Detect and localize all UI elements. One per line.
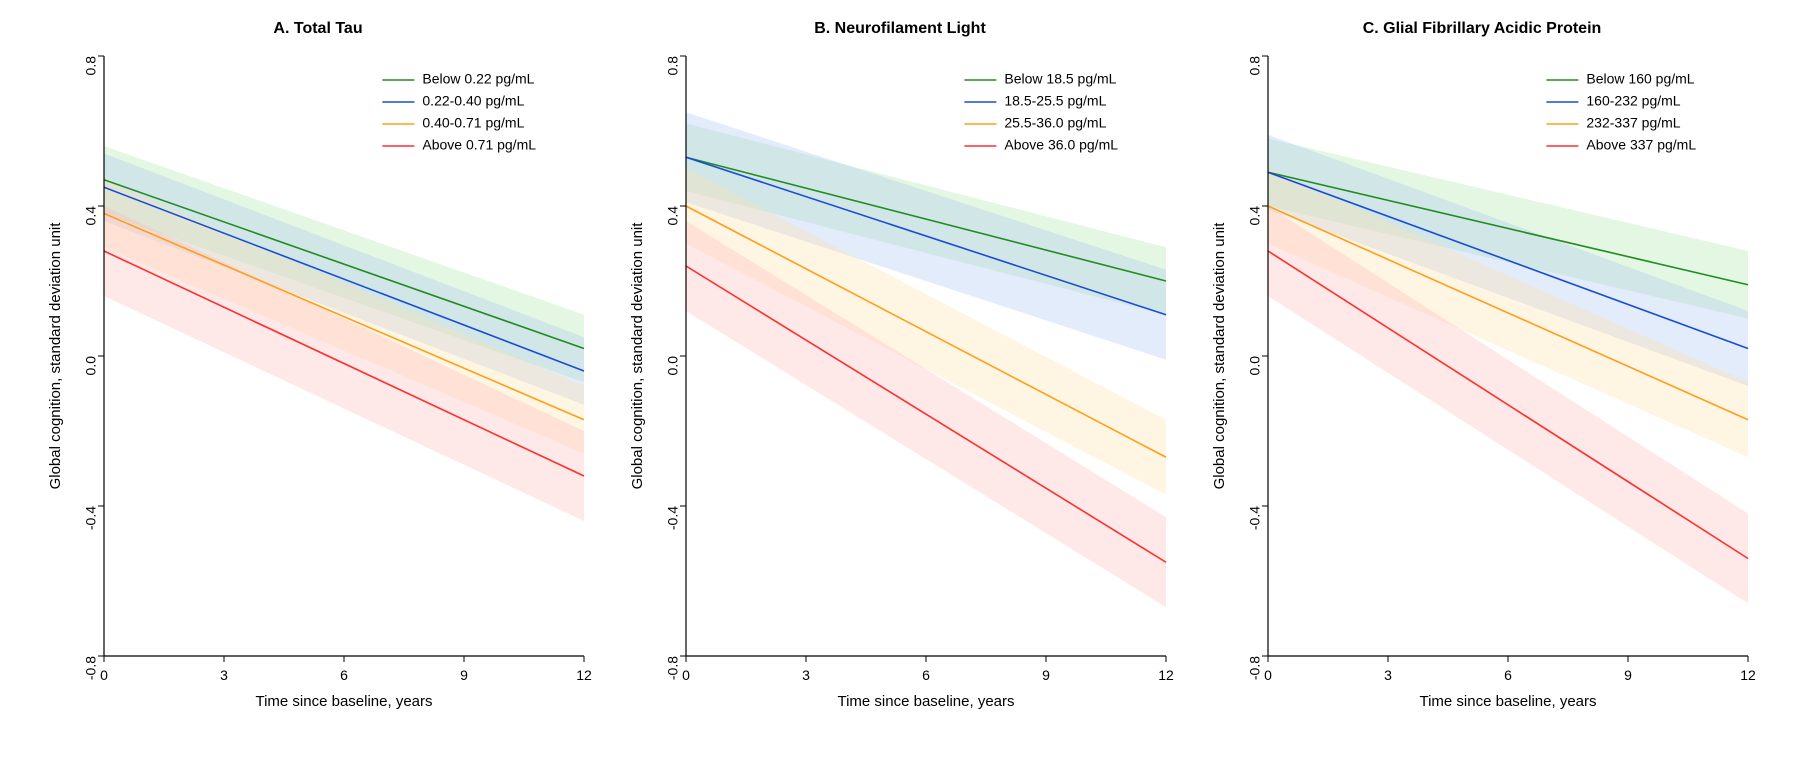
x-tick-label: 12 (1740, 667, 1756, 683)
y-tick-label: -0.8 (665, 656, 681, 680)
y-axis-label: Global cognition, standard deviation uni… (47, 222, 64, 490)
y-tick-label: 0.0 (83, 356, 99, 376)
y-tick-label: 0.8 (1247, 56, 1263, 76)
x-tick-label: 0 (682, 667, 690, 683)
x-tick-label: 6 (340, 667, 348, 683)
x-tick-label: 12 (576, 667, 592, 683)
x-axis-label: Time since baseline, years (1419, 693, 1596, 710)
y-tick-label: 0.0 (665, 356, 681, 376)
legend-label: Below 18.5 pg/mL (1004, 71, 1116, 87)
panel-b: B. Neurofilament Light036912-0.8-0.40.00… (624, 20, 1176, 718)
y-tick-label: 0.8 (665, 56, 681, 76)
x-tick-label: 9 (1042, 667, 1050, 683)
panel-title: A. Total Tau (273, 20, 362, 38)
x-tick-label: 0 (100, 667, 108, 683)
panel-c: C. Glial Fibrillary Acidic Protein 0 3 6 9 12… (1206, 20, 1758, 718)
x-tick-label: 6 (922, 667, 930, 683)
panel-title: C. Glial Fibrillary Acidic Protein (1363, 20, 1602, 38)
y-tick-label: 0.4 (1247, 206, 1263, 226)
legend-label: Above 36.0 pg/mL (1004, 137, 1118, 153)
legend-label: 18.5-25.5 pg/mL (1004, 93, 1106, 109)
legend-label: 232-337 pg/mL (1586, 115, 1680, 131)
x-tick-label: 3 (802, 667, 810, 683)
y-tick-label: -0.4 (1247, 506, 1263, 530)
legend-label: 160-232 pg/mL (1586, 93, 1680, 109)
chart-svg: 0 3 6 9 12 -0.8 -0.4 0.0 0.4 0.8 Time since baseli… (1206, 46, 1758, 718)
y-tick-label: 0.0 (1247, 356, 1263, 376)
y-axis-label: Global cognition, standard deviation uni… (629, 222, 646, 490)
chart-svg: 0 3 6 9 12 -0.8 -0.4 0.0 0.4 0.8 Time since baseli… (624, 46, 1176, 718)
y-tick-label: 0.8 (83, 56, 99, 76)
legend-label: 0.22-0.40 pg/mL (422, 93, 524, 109)
legend-label: Below 0.22 pg/mL (422, 71, 534, 87)
x-axis-label: Time since baseline, years (837, 693, 1014, 710)
y-tick-label: -0.8 (1247, 656, 1263, 680)
y-tick-label: 0.4 (665, 206, 681, 226)
x-tick-label: 9 (1624, 667, 1632, 683)
x-tick-label: 0 (1264, 667, 1272, 683)
chart-svg: 0 3 6 9 12 -0.8 -0.4 0.0 0.4 0.8 Time since baseli… (42, 46, 594, 718)
x-tick-label: 3 (220, 667, 228, 683)
legend-label: Above 0.71 pg/mL (422, 137, 536, 153)
x-axis-label: Time since baseline, years (255, 693, 432, 710)
y-tick-label: -0.8 (83, 656, 99, 680)
x-tick-label: 6 (1504, 667, 1512, 683)
y-tick-label: 0.4 (83, 206, 99, 226)
x-tick-label: 9 (460, 667, 468, 683)
legend-label: 25.5-36.0 pg/mL (1004, 115, 1106, 131)
y-tick-label: -0.4 (665, 506, 681, 530)
x-tick-label: 12 (1158, 667, 1174, 683)
chart-panels: A. Total Tau 0 3 6 9 12 -0.8 -0.4 0.0 0.4 0.8 Time … (20, 20, 1780, 718)
panel-title: B. Neurofilament Light (814, 20, 986, 38)
y-tick-label: -0.4 (83, 506, 99, 530)
y-axis-label: Global cognition, standard deviation uni… (1211, 222, 1228, 490)
panel-a: A. Total Tau 0 3 6 9 12 -0.8 -0.4 0.0 0.4 0.8 Time … (42, 20, 594, 718)
legend-label: Below 160 pg/mL (1586, 71, 1694, 87)
legend-label: Above 337 pg/mL (1586, 137, 1696, 153)
legend-label: 0.40-0.71 pg/mL (422, 115, 524, 131)
x-tick-label: 3 (1384, 667, 1392, 683)
